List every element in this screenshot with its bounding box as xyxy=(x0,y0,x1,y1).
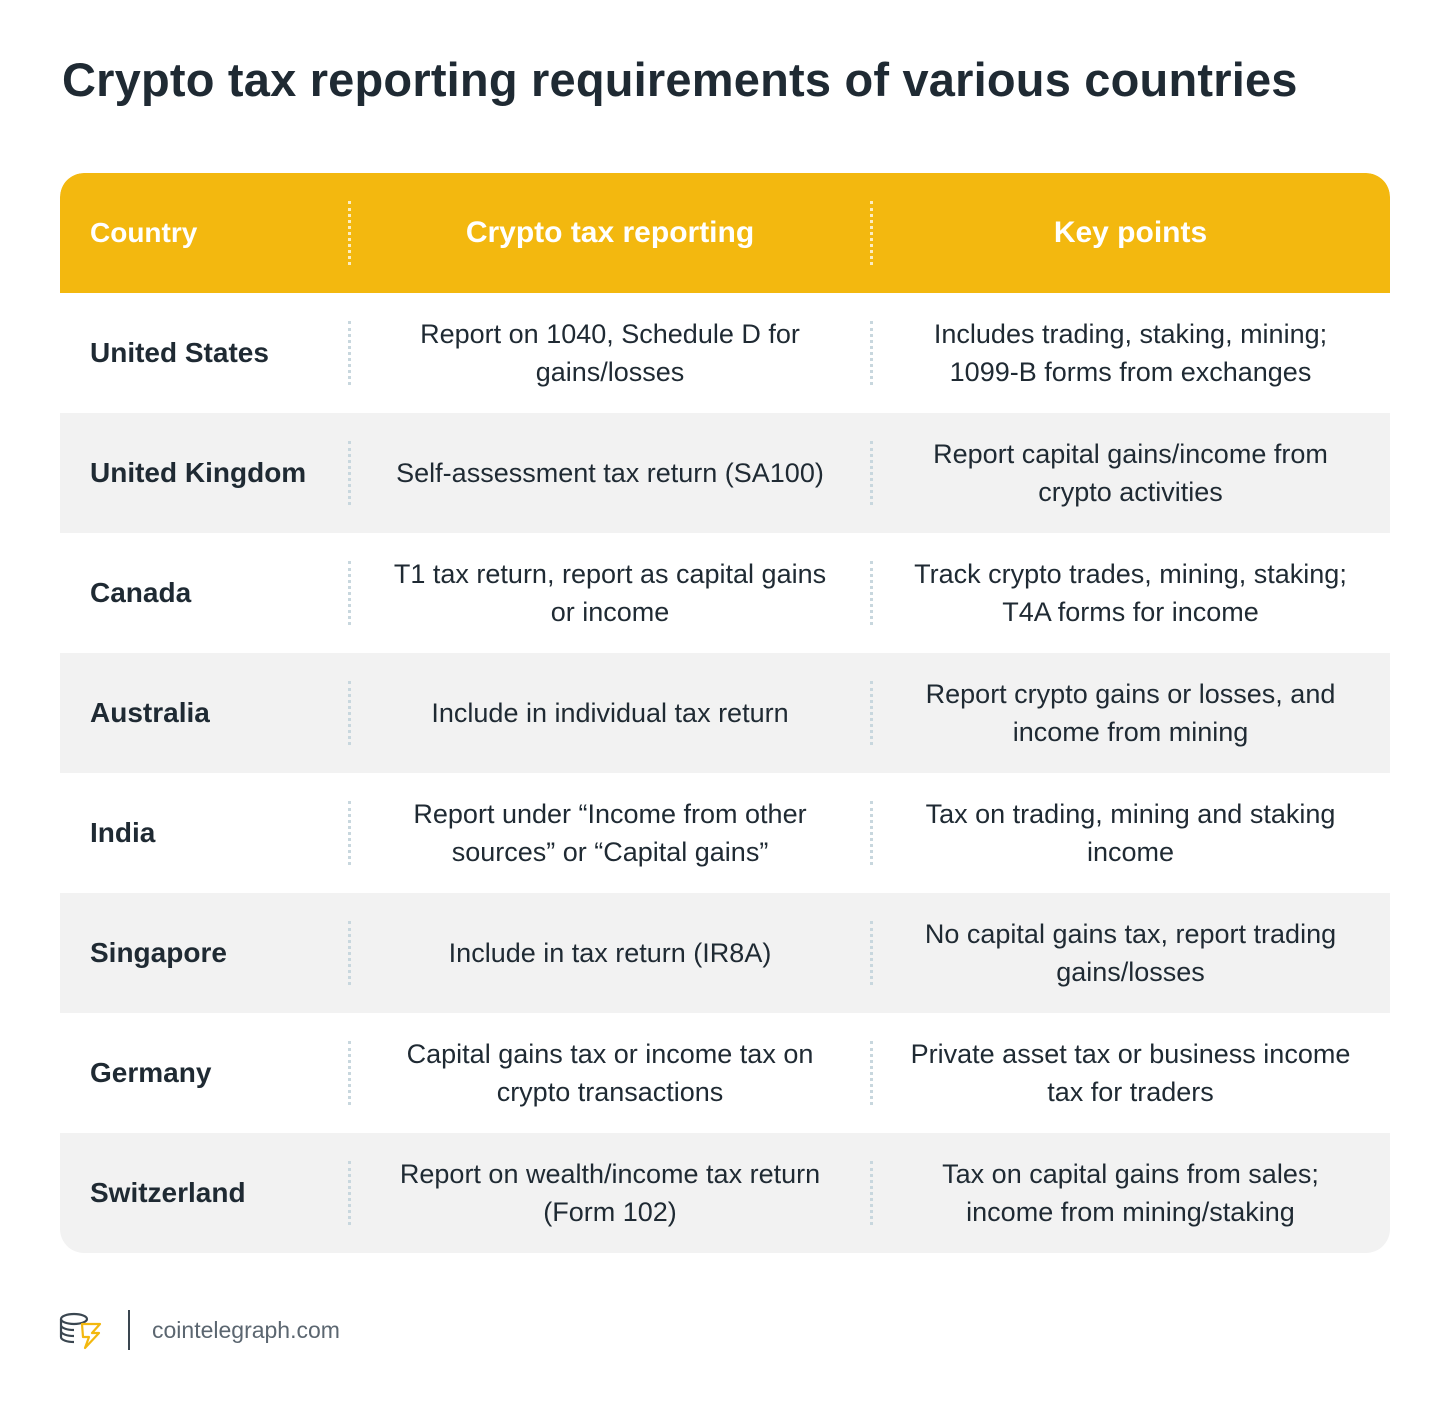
column-separator xyxy=(348,1161,351,1225)
table-cell: Capital gains tax or income tax on crypt… xyxy=(406,1039,814,1107)
country-cell: Singapore xyxy=(90,937,227,968)
country-cell: United Kingdom xyxy=(90,457,307,488)
table-row: Germany Capital gains tax or income tax o… xyxy=(60,1013,1390,1133)
table-row: Australia Include in individual tax retur… xyxy=(60,653,1390,773)
source: cointelegraph.com xyxy=(152,1316,340,1343)
title: Crypto tax reporting requirements of var… xyxy=(62,53,1298,106)
column-header: Crypto tax reporting xyxy=(465,216,755,249)
country-cell: United States xyxy=(90,337,269,368)
logo xyxy=(59,1312,102,1350)
table-cell: Report crypto gains or losses, and incom… xyxy=(925,679,1336,747)
country-cell: Switzerland xyxy=(90,1177,246,1208)
column-separator xyxy=(870,441,873,505)
table-cell: Includes trading, staking, mining; 1099-… xyxy=(933,319,1328,387)
table-row: Switzerland Report on wealth/income tax r… xyxy=(60,1133,1390,1253)
column-separator xyxy=(348,921,351,985)
table-row: Singapore Include in tax return (IR8A) No … xyxy=(60,893,1390,1013)
table-row: United Kingdom Self-assessment tax return… xyxy=(60,413,1390,533)
column-separator xyxy=(348,801,351,865)
column-header: Country xyxy=(90,217,198,248)
table-row: United States Report on 1040, Schedule D … xyxy=(60,293,1390,413)
column-separator xyxy=(348,441,351,505)
table-cell: Tax on capital gains from sales; income … xyxy=(942,1159,1319,1227)
table-cell: Report capital gains/income from crypto … xyxy=(933,439,1328,507)
table-cell: Include in individual tax return xyxy=(431,698,789,728)
table-cell: Track crypto trades, mining, staking; T4… xyxy=(914,559,1347,627)
column-separator xyxy=(348,1041,351,1105)
table-cell: Tax on trading, mining and staking incom… xyxy=(925,799,1336,867)
footer: cointelegraph.com xyxy=(58,1308,340,1352)
table-cell: No capital gains tax, report trading gai… xyxy=(924,919,1337,987)
column-separator xyxy=(870,1041,873,1105)
table-cell: T1 tax return, report as capital gains o… xyxy=(393,559,827,627)
column-separator xyxy=(870,561,873,625)
column-separator xyxy=(348,321,351,385)
country-cell: Australia xyxy=(90,697,210,728)
table: Country Crypto tax reporting Key points Uni… xyxy=(60,173,1390,1253)
column-header: Key points xyxy=(1053,216,1208,249)
table-row: India Report under “Income from other sou… xyxy=(60,773,1390,893)
table-cell: Report on wealth/income tax return (Form… xyxy=(399,1159,821,1227)
column-separator xyxy=(348,201,351,265)
column-separator xyxy=(870,201,873,265)
column-separator xyxy=(870,921,873,985)
table-cell: Private asset tax or business income tax… xyxy=(910,1039,1351,1107)
divider xyxy=(128,1310,130,1350)
column-separator xyxy=(870,681,873,745)
header-row: Country Crypto tax reporting Key points xyxy=(60,173,1390,293)
table-row: Canada T1 tax return, report as capital g… xyxy=(60,533,1390,653)
table-cell: Self-assessment tax return (SA100) xyxy=(396,458,824,488)
column-separator xyxy=(870,1161,873,1225)
table-cell: Include in tax return (IR8A) xyxy=(448,938,772,968)
column-separator xyxy=(870,321,873,385)
column-separator xyxy=(348,561,351,625)
country-cell: Canada xyxy=(90,577,192,608)
table-cell: Report under “Income from other sources”… xyxy=(413,799,807,867)
country-cell: Germany xyxy=(90,1057,212,1088)
country-cell: India xyxy=(90,817,156,848)
column-separator xyxy=(870,801,873,865)
column-separator xyxy=(348,681,351,745)
table-cell: Report on 1040, Schedule D for gains/los… xyxy=(420,319,800,387)
